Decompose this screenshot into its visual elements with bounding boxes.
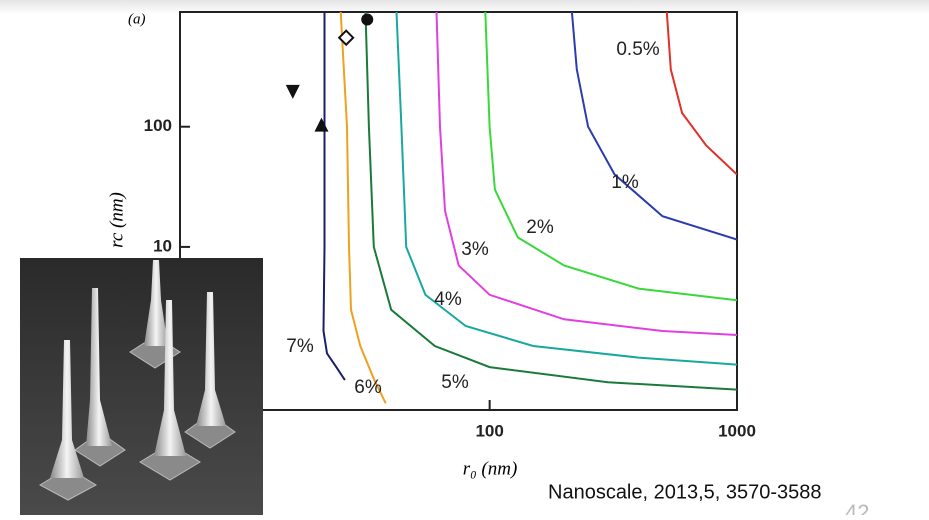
x-axis-label: r₀ (nm) <box>463 458 518 479</box>
contour-label: 3% <box>461 239 489 260</box>
contour-label: 5% <box>441 372 469 393</box>
nanowires <box>50 260 226 478</box>
contour-line <box>322 12 346 381</box>
top-bar <box>0 0 929 14</box>
sem-photo <box>20 258 263 515</box>
contour-line <box>339 12 387 404</box>
citation: Nanoscale, 2013,5, 3570-3588 <box>548 481 822 503</box>
contour-label: 6% <box>354 377 382 398</box>
contour-line <box>665 12 737 176</box>
y-tick-label: 10 <box>153 236 172 255</box>
plot-frame <box>179 11 738 411</box>
page-number: 42 <box>845 500 869 515</box>
contour-label: 2% <box>526 217 554 238</box>
contour-line <box>435 12 737 336</box>
contour-label: 1% <box>611 172 639 193</box>
contour-label: 7% <box>286 336 314 357</box>
contour-line <box>484 12 737 302</box>
plot: 1010010001101000.5%1%2%3%4%5%6%7% <box>144 12 756 440</box>
x-tick-label: 100 <box>475 421 503 440</box>
curves <box>322 12 737 404</box>
contour-line <box>395 12 737 366</box>
contour-label: 0.5% <box>616 39 659 60</box>
y-axis-label: rc (nm) <box>106 192 127 248</box>
x-tick-label: 1000 <box>718 421 756 440</box>
contour-line <box>570 12 737 241</box>
y-tick-label: 100 <box>144 116 172 135</box>
marker <box>337 29 355 47</box>
marker <box>285 84 300 99</box>
contour-line <box>364 12 737 391</box>
panel-label: (a) <box>128 11 146 27</box>
contour-label: 4% <box>434 289 462 310</box>
marker <box>361 13 374 26</box>
marker <box>314 117 329 132</box>
